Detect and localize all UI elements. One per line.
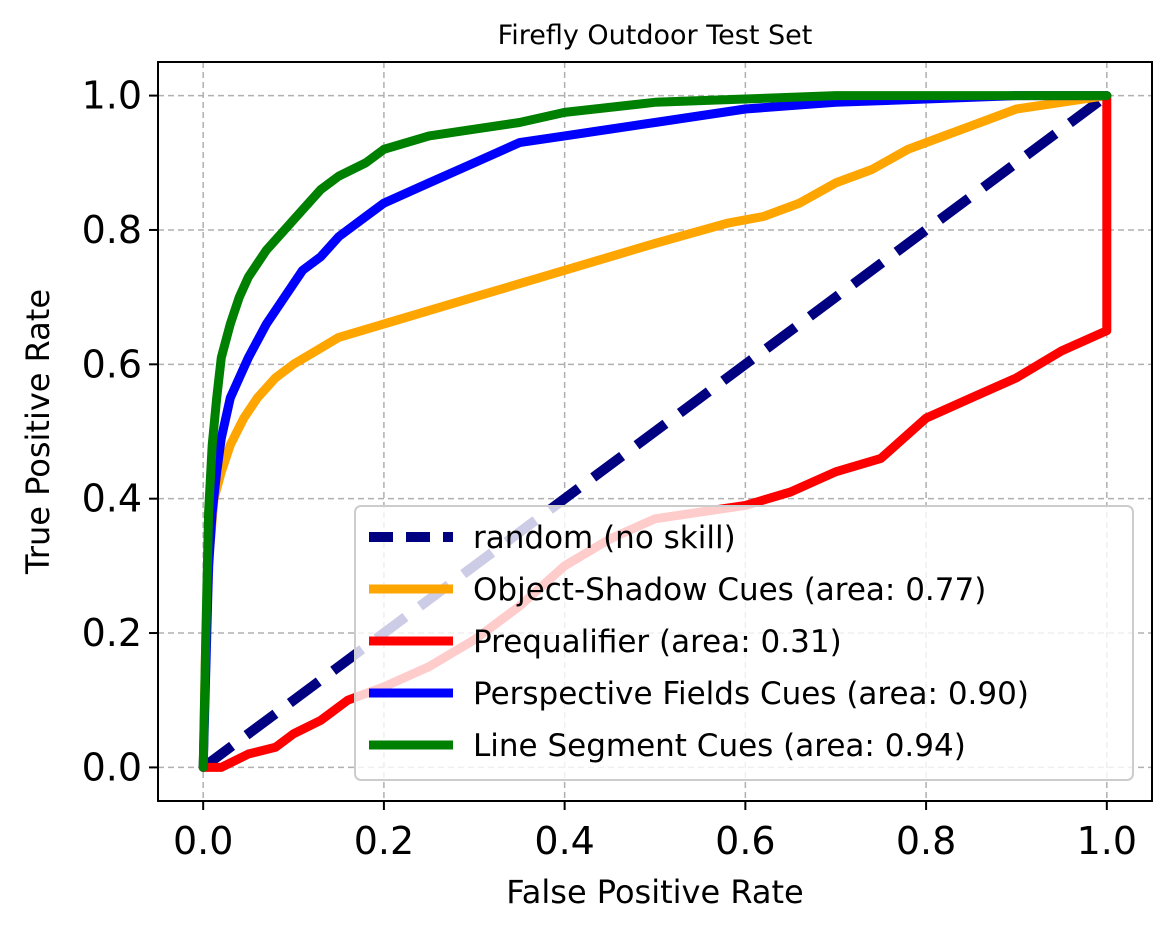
plot-frame — [157, 61, 1153, 802]
x-tick-label: 0.2 — [354, 819, 414, 863]
legend-box — [354, 505, 1134, 781]
y-tick-label: 0.8 — [82, 208, 142, 252]
chart-title: Firefly Outdoor Test Set — [498, 20, 813, 51]
y-tick-label: 0.6 — [82, 342, 142, 386]
axis-ticks: 0.0 0.2 0.4 0.6 0.8 1.0 0.0 0.2 0.4 0.6 0.8 1.0 — [82, 74, 1137, 863]
legend: random (no skill) Object-Shadow Cues (are… — [354, 505, 1134, 781]
x-tick-label: 0.8 — [896, 819, 956, 863]
legend-entry: Line Segment Cues (area: 0.94) — [473, 728, 966, 764]
legend-entry: Object-Shadow Cues (area: 0.77) — [473, 572, 986, 608]
legend-entry: Prequalifier (area: 0.31) — [473, 624, 842, 660]
y-tick-label: 0.0 — [82, 745, 142, 789]
series-line-0 — [200, 91, 1110, 772]
series-line-4 — [198, 91, 1112, 772]
y-axis-label: True Positive Rate — [19, 289, 57, 575]
y-tick-label: 0.2 — [82, 611, 142, 655]
legend-entry: random (no skill) — [473, 520, 736, 556]
series-line-3 — [198, 91, 1112, 772]
x-tick-label: 0.0 — [173, 819, 233, 863]
x-axis-label: False Positive Rate — [506, 873, 803, 911]
y-tick-label: 1.0 — [82, 74, 142, 118]
legend-entry: Perspective Fields Cues (area: 0.90) — [473, 676, 1029, 712]
x-tick-label: 0.6 — [715, 819, 775, 863]
x-tick-label: 1.0 — [1077, 819, 1137, 863]
y-tick-label: 0.4 — [82, 477, 142, 521]
x-tick-label: 0.4 — [534, 819, 594, 863]
series-line-1 — [198, 91, 1112, 772]
